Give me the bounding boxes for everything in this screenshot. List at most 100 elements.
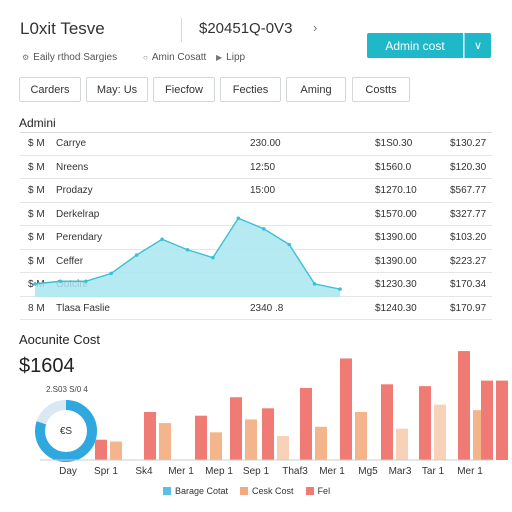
row-currency: $ M: [28, 208, 45, 220]
bar: [355, 412, 367, 460]
row-amount-b: $120.30: [450, 161, 487, 173]
table-row[interactable]: $ M Prodazy 15:00 $1270.10 $567.77: [20, 179, 492, 203]
table-row[interactable]: $ M Carrye 230.00 $1S0.30 $130.27: [20, 132, 492, 156]
header-divider: [181, 18, 182, 42]
legend-swatch: [305, 487, 314, 495]
bar: [110, 441, 122, 460]
row-qty: 2340 .8: [250, 302, 284, 314]
donut-center-text: €S: [59, 425, 73, 437]
row-amount-b: $170.34: [450, 279, 487, 290]
legend-item[interactable]: Cesk Cost: [240, 486, 294, 496]
gear-icon: ⚙: [22, 53, 30, 62]
row-name: Tlasa Faslie: [56, 302, 110, 314]
row-currency: $ M: [28, 138, 45, 149]
donut-label: 2.S03 S/0 4: [46, 385, 88, 394]
table-row[interactable]: $ M Nreens 12:50 $1560.0 $120.30: [20, 156, 492, 179]
subheader-item-right[interactable]: ▶ Lipp: [216, 52, 245, 63]
row-amount-b: $327.77: [450, 208, 487, 220]
row-amount-b: $103.20: [450, 232, 487, 243]
bar: [315, 426, 327, 460]
bar: [245, 419, 257, 460]
row-currency: $ M: [28, 255, 45, 267]
x-tick-label: Mer 1: [457, 466, 483, 477]
x-tick-label: Sep 1: [242, 466, 270, 477]
app-title: L0xit Tesve: [20, 19, 105, 38]
row-amount-b: $130.27: [450, 138, 487, 149]
area-fill: [35, 218, 340, 297]
subheader-left-text: Eaily rthod Sargies: [33, 52, 118, 63]
filter-chip-fiecfow[interactable]: Fiecfow: [153, 77, 215, 102]
legend-label: Barage Cotat: [175, 486, 229, 496]
row-name: Ceffer: [56, 255, 84, 267]
filter-chip-costts[interactable]: Costts: [352, 77, 410, 102]
legend-swatch: [163, 487, 171, 495]
bar: [496, 380, 508, 460]
row-currency: 8 M: [28, 302, 45, 314]
x-tick-label: Mg5: [358, 466, 378, 477]
row-amount-a: $1270.10: [375, 185, 417, 196]
filter-chip-aming[interactable]: Aming: [286, 77, 346, 102]
x-tick-label: Mer 1: [319, 466, 345, 477]
x-tick-label: Day: [59, 466, 77, 477]
subheader-item-left[interactable]: ⚙ Eaily rthod Sargies: [22, 52, 117, 63]
row-amount-a: $1390.00: [375, 232, 417, 243]
bar: [230, 397, 242, 460]
area-chart: [33, 216, 342, 297]
filter-chip-carders[interactable]: Carders: [19, 77, 81, 102]
area-point: [312, 282, 317, 286]
chevron-down-icon[interactable]: ∨: [464, 33, 491, 58]
bar: [419, 386, 431, 460]
table-row[interactable]: 8 M Tlasa Faslie 2340 .8 $1240.30 $170.9…: [20, 297, 492, 320]
row-amount-b: $170.97: [450, 302, 487, 314]
area-point: [134, 253, 139, 257]
area-point: [58, 279, 63, 284]
row-currency: $ M: [28, 232, 45, 243]
bar: [300, 388, 312, 460]
legend-item[interactable]: Fel: [305, 486, 331, 496]
donut-chart: €S: [33, 398, 99, 464]
cost-section-title: Aocunite Cost: [19, 332, 100, 347]
row-name: Carrye: [56, 138, 87, 149]
filter-chip-may-us[interactable]: May: Us: [86, 77, 148, 102]
legend-label: Fel: [317, 486, 331, 496]
bar-chart: [40, 351, 508, 461]
x-tick-label: Mep 1: [205, 466, 233, 477]
subheader-mid-text: Amin Cosatt: [151, 52, 207, 63]
row-amount-b: $567.77: [450, 185, 487, 196]
row-qty: 12:50: [250, 161, 276, 173]
section-divider: [20, 132, 492, 133]
bar: [340, 358, 352, 460]
chevron-right-icon[interactable]: ›: [313, 20, 318, 35]
bar: [396, 428, 408, 460]
bar: [159, 423, 171, 460]
area-point: [33, 282, 37, 286]
x-tick-label: Spr 1: [94, 466, 118, 477]
bar: [458, 351, 470, 460]
row-currency: $ M: [28, 161, 45, 173]
bar: [95, 439, 107, 460]
bar: [262, 408, 274, 460]
row-name: Derkelrap: [56, 208, 100, 220]
tag-icon: ▶: [216, 53, 223, 62]
legend-label: Cesk Cost: [252, 486, 294, 496]
bar: [277, 436, 289, 460]
filter-chip-fecties[interactable]: Fecties: [220, 77, 281, 102]
x-tick-label: Thaf3: [282, 466, 308, 477]
header-bar: L0xit Tesve $20451Q-0V3 ›: [0, 0, 512, 48]
bar: [481, 380, 493, 460]
row-amount-b: $223.27: [450, 255, 487, 267]
subheader-item-mid[interactable]: ○ Amin Cosatt: [143, 52, 206, 63]
row-amount-a: $1560.0: [375, 161, 412, 173]
x-tick-label: Mer 1: [168, 466, 194, 477]
x-tick-label: Tar 1: [421, 466, 445, 477]
area-point: [236, 216, 241, 221]
admin-cost-button[interactable]: Admin cost: [367, 33, 463, 58]
x-tick-label: Mar3: [388, 466, 412, 477]
area-point: [109, 271, 114, 276]
admin-section-title: Admini: [19, 116, 56, 130]
row-currency: $ M: [28, 185, 45, 196]
row-amount-a: $1230.30: [375, 279, 417, 290]
row-qty: 15:00: [250, 185, 276, 196]
legend-item[interactable]: Barage Cotat: [163, 486, 228, 496]
area-point: [84, 279, 88, 284]
